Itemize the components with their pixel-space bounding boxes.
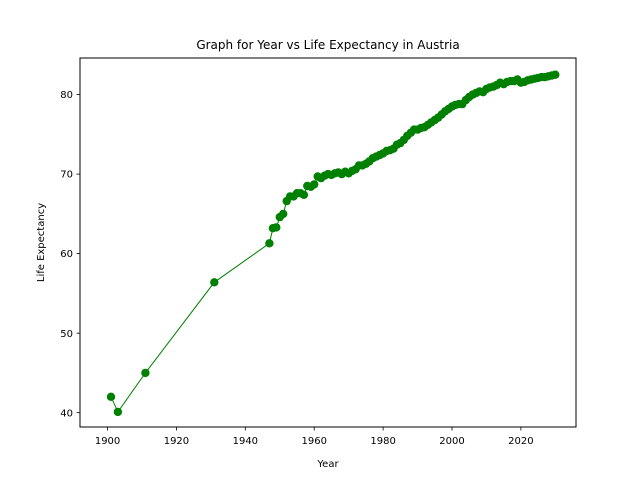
y-tick-label: 80 bbox=[60, 90, 73, 101]
x-tick-label: 2000 bbox=[439, 436, 464, 447]
x-tick-label: 1960 bbox=[301, 436, 326, 447]
data-point bbox=[279, 209, 288, 219]
y-tick-label: 40 bbox=[60, 408, 73, 419]
data-point bbox=[265, 239, 274, 248]
plot-frame bbox=[79, 57, 577, 428]
x-tick-label: 1900 bbox=[95, 436, 120, 447]
x-tick-label: 1920 bbox=[164, 436, 189, 447]
x-axis-label: Year bbox=[316, 459, 339, 470]
data-points bbox=[106, 70, 560, 417]
data-point bbox=[113, 407, 123, 417]
data-point bbox=[106, 392, 116, 401]
data-point bbox=[141, 368, 150, 378]
x-tick-label: 1980 bbox=[370, 436, 395, 447]
y-tick-label: 60 bbox=[60, 249, 73, 260]
x-tick-label: 1940 bbox=[233, 436, 258, 447]
x-tick-label: 2020 bbox=[508, 436, 533, 447]
series-line bbox=[110, 74, 556, 413]
plot-area bbox=[79, 57, 577, 428]
data-point bbox=[310, 180, 319, 189]
y-axis: 40 50 60 70 80 bbox=[60, 90, 80, 419]
x-axis: 1900 1920 1940 1960 1980 2000 2020 bbox=[95, 427, 534, 447]
data-point bbox=[551, 70, 560, 79]
data-point bbox=[299, 190, 309, 199]
data-point bbox=[210, 278, 219, 287]
y-tick-label: 50 bbox=[60, 329, 73, 340]
y-tick-label: 70 bbox=[60, 170, 73, 181]
chart-title: Graph for Year vs Life Expectancy in Aus… bbox=[196, 38, 459, 52]
y-axis-label: Life Expectancy bbox=[36, 203, 47, 282]
data-point bbox=[272, 223, 281, 232]
